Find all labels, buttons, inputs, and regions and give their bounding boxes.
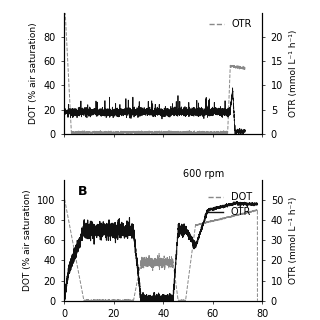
Y-axis label: OTR (mmol L⁻¹ h⁻¹): OTR (mmol L⁻¹ h⁻¹) xyxy=(289,30,298,117)
Y-axis label: DOT (% air saturation): DOT (% air saturation) xyxy=(23,189,32,291)
Text: B: B xyxy=(78,185,87,198)
Y-axis label: OTR (mmol L⁻¹ h⁻¹): OTR (mmol L⁻¹ h⁻¹) xyxy=(289,196,298,284)
Legend: OTR: OTR xyxy=(205,15,256,33)
Text: 600 rpm: 600 rpm xyxy=(183,169,224,179)
Legend: DOT, OTR: DOT, OTR xyxy=(204,188,256,221)
Y-axis label: DOT (% air saturation): DOT (% air saturation) xyxy=(29,22,38,124)
